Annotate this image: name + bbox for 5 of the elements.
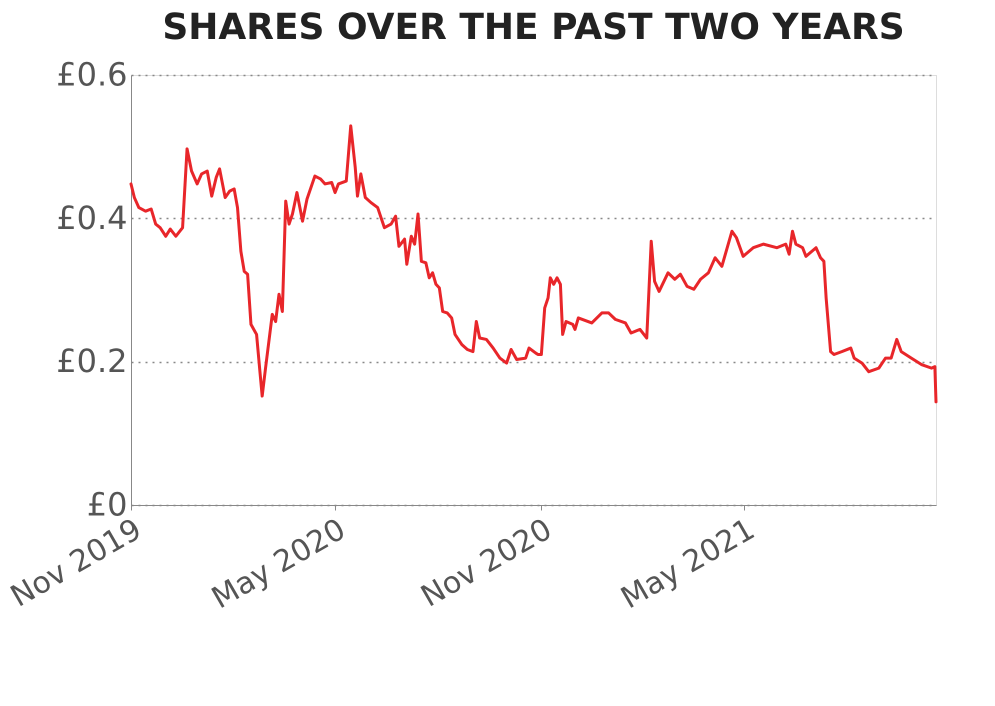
y-tick-label: £0.6 (56, 56, 128, 94)
y-tick-label: £0.4 (56, 198, 128, 237)
line-series (130, 124, 938, 404)
chart-title: SHARES OVER THE PAST TWO YEARS (162, 7, 905, 48)
y-tick-label: £0.2 (56, 342, 128, 380)
